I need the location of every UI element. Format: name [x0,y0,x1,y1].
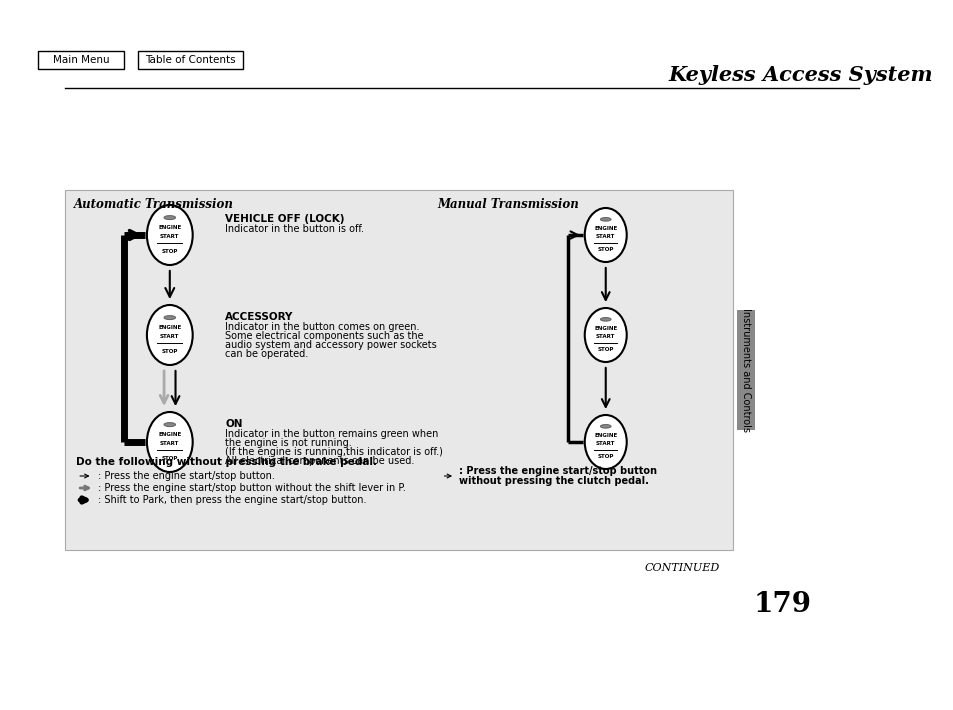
Text: Indicator in the button comes on green.: Indicator in the button comes on green. [225,322,419,332]
Text: Indicator in the button is off.: Indicator in the button is off. [225,224,364,234]
Bar [737,310,754,430]
Text: without pressing the clutch pedal.: without pressing the clutch pedal. [458,476,648,486]
Text: CONTINUED: CONTINUED [644,563,720,573]
Ellipse shape [599,217,610,221]
Text: START: START [160,334,179,339]
Text: All electrical components can be used.: All electrical components can be used. [225,456,414,466]
Text: can be operated.: can be operated. [225,349,308,359]
Text: : Press the engine start/stop button without the shift lever in P.: : Press the engine start/stop button wit… [98,483,406,493]
Text: 179: 179 [753,591,810,618]
Text: STOP: STOP [161,349,178,354]
Bar [38,51,124,69]
Text: STOP: STOP [597,247,614,252]
Text: ON: ON [225,419,242,429]
Text: ENGINE: ENGINE [594,326,617,331]
Ellipse shape [599,317,610,321]
Text: Automatic Transmission: Automatic Transmission [74,198,234,211]
Ellipse shape [147,305,193,365]
Text: START: START [596,234,615,239]
Ellipse shape [584,308,626,362]
Text: START: START [596,334,615,339]
Text: Do the following without pressing the brake pedal.: Do the following without pressing the br… [76,457,377,467]
Text: STOP: STOP [597,347,614,352]
Ellipse shape [164,422,175,427]
Text: the engine is not running.: the engine is not running. [225,438,352,448]
Ellipse shape [164,216,175,219]
Text: STOP: STOP [597,454,614,459]
Text: STOP: STOP [161,456,178,461]
Text: STOP: STOP [161,249,178,254]
Ellipse shape [599,425,610,428]
Text: Manual Transmission: Manual Transmission [436,198,578,211]
Text: (If the engine is running,this indicator is off.): (If the engine is running,this indicator… [225,447,442,457]
Ellipse shape [584,208,626,262]
Text: Indicator in the button remains green when: Indicator in the button remains green wh… [225,429,438,439]
Text: Keyless Access System: Keyless Access System [668,65,933,85]
Ellipse shape [147,412,193,472]
Text: START: START [596,441,615,446]
Text: Some electrical components such as the: Some electrical components such as the [225,331,423,341]
Bar [65,190,732,550]
Text: ENGINE: ENGINE [594,433,617,438]
Ellipse shape [164,316,175,320]
Text: START: START [160,441,179,446]
Text: ENGINE: ENGINE [158,225,181,230]
Text: START: START [160,234,179,239]
Text: VEHICLE OFF (LOCK): VEHICLE OFF (LOCK) [225,214,344,224]
Text: : Press the engine start/stop button.: : Press the engine start/stop button. [98,471,274,481]
Text: Main Menu: Main Menu [52,55,110,65]
Text: Instruments and Controls: Instruments and Controls [740,308,750,432]
Ellipse shape [584,415,626,469]
Text: ACCESSORY: ACCESSORY [225,312,294,322]
Text: audio system and accessory power sockets: audio system and accessory power sockets [225,340,436,350]
Text: Table of Contents: Table of Contents [145,55,235,65]
Text: ENGINE: ENGINE [594,226,617,231]
Text: ENGINE: ENGINE [158,432,181,437]
Text: ENGINE: ENGINE [158,325,181,330]
Ellipse shape [147,205,193,265]
Text: : Press the engine start/stop button: : Press the engine start/stop button [458,466,657,476]
Bar [138,51,243,69]
Text: : Shift to Park, then press the engine start/stop button.: : Shift to Park, then press the engine s… [98,495,366,505]
